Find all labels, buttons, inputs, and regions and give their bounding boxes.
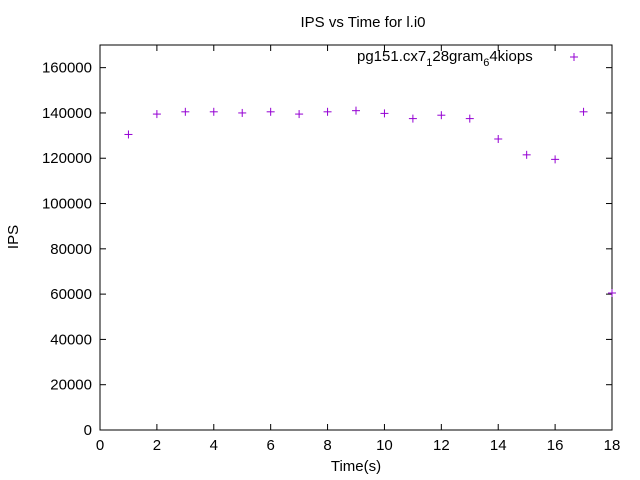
- data-point: [238, 108, 247, 117]
- data-points: [124, 106, 616, 297]
- x-tick-label: 10: [376, 437, 393, 454]
- x-axis-label: Time(s): [331, 458, 381, 475]
- x-tick-label: 14: [490, 437, 507, 454]
- plot-border: [99, 44, 613, 431]
- data-point: [352, 106, 360, 115]
- y-tick-label: 60000: [50, 286, 92, 303]
- y-axis-label: IPS: [5, 225, 22, 249]
- legend: pg151.cx7128gram64kiops: [357, 48, 578, 69]
- data-point: [579, 107, 588, 116]
- x-tick-label: 16: [547, 437, 564, 454]
- x-tick-label: 18: [604, 437, 621, 454]
- data-point: [465, 114, 474, 123]
- data-point: [152, 110, 161, 119]
- data-point: [494, 134, 503, 143]
- legend-label-part-2: 28gram: [432, 48, 483, 65]
- y-tick-labels: 0 20000 40000 60000 80000 100000 120000 140000 1…: [42, 60, 92, 439]
- y-tick-label: 100000: [42, 196, 92, 213]
- data-point: [408, 114, 417, 123]
- data-point: [522, 150, 531, 159]
- data-point: [209, 107, 218, 116]
- tick-marks: [99, 45, 613, 431]
- data-point: [266, 107, 275, 116]
- x-tick-label: 8: [323, 437, 331, 454]
- y-tick-label: 20000: [50, 377, 92, 394]
- legend-label-subscript-1: 1: [426, 57, 432, 69]
- legend-label-subscript-2: 6: [483, 57, 489, 69]
- data-point: [295, 110, 304, 119]
- x-tick-label: 2: [153, 437, 161, 454]
- legend-label: pg151.cx7128gram64kiops: [357, 48, 533, 69]
- x-tick-label: 12: [433, 437, 450, 454]
- data-point: [437, 111, 446, 120]
- legend-label-part-3: 4kiops: [489, 48, 532, 65]
- axes: [99, 44, 613, 431]
- data-point: [608, 288, 616, 297]
- data-point: [323, 107, 332, 116]
- y-tick-label: 80000: [50, 241, 92, 258]
- data-point: [380, 109, 389, 118]
- data-point: [551, 155, 560, 164]
- legend-label-part-1: pg151.cx7: [357, 48, 426, 65]
- data-point: [181, 107, 190, 116]
- y-tick-label: 140000: [42, 105, 92, 122]
- chart-title: IPS vs Time for l.i0: [300, 14, 425, 31]
- y-tick-label: 120000: [42, 150, 92, 167]
- x-tick-label: 4: [210, 437, 218, 454]
- y-tick-label: 160000: [42, 60, 92, 77]
- x-tick-label: 0: [96, 437, 104, 454]
- x-tick-label: 6: [266, 437, 274, 454]
- x-tick-labels: 0 2 4 6 8 10 12 14 16 18: [96, 437, 621, 454]
- y-tick-label: 40000: [50, 331, 92, 348]
- legend-marker-plus: [570, 53, 578, 61]
- y-tick-label: 0: [84, 422, 92, 439]
- data-point: [124, 130, 133, 139]
- legend-sample-point: [570, 53, 578, 61]
